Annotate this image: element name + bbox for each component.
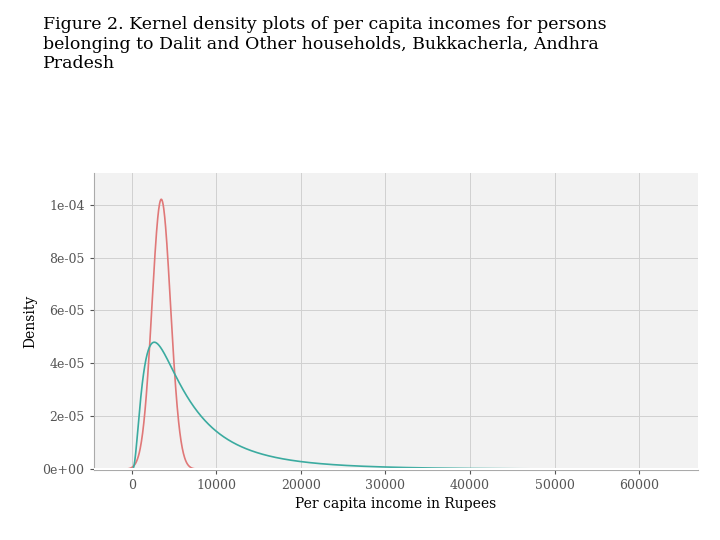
Y-axis label: Density: Density (23, 295, 37, 348)
X-axis label: Per capita income in Rupees: Per capita income in Rupees (295, 497, 497, 511)
Text: Figure 2. Kernel density plots of per capita incomes for persons
belonging to Da: Figure 2. Kernel density plots of per ca… (43, 16, 607, 72)
